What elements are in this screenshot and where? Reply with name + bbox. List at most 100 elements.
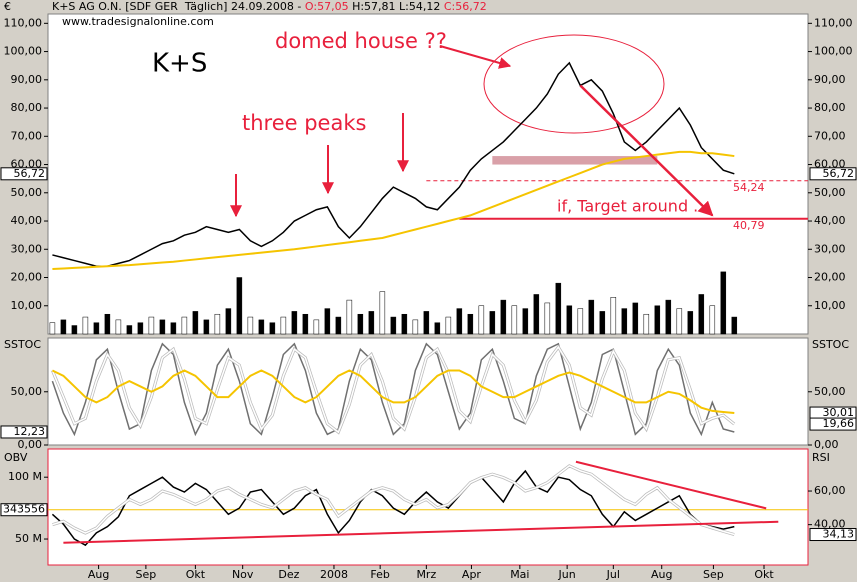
volume-bar [390,316,397,335]
x-tick-label: Mai [510,568,529,581]
volume-bar [192,311,199,335]
annotation: if, Target around ... [557,197,708,216]
y-tick-label: 40,00 [11,214,43,227]
volume-bar [203,319,210,335]
value-tag: 19,66 [823,417,855,430]
y-tick-label: 20,00 [11,271,43,284]
value-tag-box [809,528,857,542]
volume-bar [258,319,265,335]
y-tick-label: 30,00 [814,242,846,255]
y-tick-label: 50,00 [11,385,43,398]
header: K+S AG O.N. [SDF GER Täglich] 24.09.2008… [52,0,487,13]
volume-bar [489,311,496,335]
volume-bar [698,294,705,335]
volume-bar [687,311,694,335]
x-tick-label: Aug [651,568,672,581]
y-tick-label: 70,00 [814,129,846,142]
y-tick-label: 10,00 [11,299,43,312]
volume-bar [566,305,573,335]
y-tick-label: 0,00 [814,438,839,451]
volume-bar [357,313,364,335]
series-line [52,150,735,271]
volume-bar [467,313,474,335]
volume-bar [434,322,441,335]
annotation: domed house ?? [275,29,447,53]
value-tag: 343556 [3,503,45,516]
y-tick-label: 90,00 [11,73,43,86]
volume-bar [533,294,540,335]
x-tick-label: Apr [462,568,482,581]
series-line [52,464,735,536]
value-tag: 34,13 [823,528,855,541]
obv-panel [47,448,809,566]
volume-bar [159,319,166,335]
volume-bar [280,316,287,335]
trendline [575,460,767,510]
volume-bar [170,322,177,335]
y-tick-label: 90,00 [814,73,846,86]
x-tick-label: Okt [186,568,206,581]
y-tick-label: 80,00 [814,101,846,114]
x-tick-label: Feb [370,568,389,581]
y-tick-label: 10,00 [814,299,846,312]
volume-bar [555,282,562,335]
value-tag: 30,01 [823,406,855,419]
volume-bar [654,305,661,335]
band [492,156,658,165]
volume-bar [368,311,375,335]
volume-bar [302,313,309,335]
series-line [51,342,735,437]
value-tag: 56,72 [14,167,46,180]
y-tick-label: 100 M [8,470,42,483]
y-tick-label: 0,00 [18,438,43,451]
volume-bar [93,322,100,335]
y-tick-label: 30,00 [11,242,43,255]
series-line [52,61,735,267]
volume-bar [214,313,221,335]
volume-bar [126,325,133,335]
volume-bar [709,305,716,335]
volume-bar [346,299,353,335]
header-part: K+S AG O.N. [SDF GER Täglich] 24.09.2008… [52,0,305,13]
y-tick-label: 50 M [15,532,42,545]
volume-bar [236,277,243,335]
x-tick-label: Sep [136,568,157,581]
volume-bar [49,322,56,335]
panel-label: SSTOC [4,338,41,351]
arrow [439,45,512,69]
y-tick-label: 60,00 [814,484,846,497]
volume-bar [247,316,254,335]
sstoc-panel [47,337,809,446]
volume-bar [665,299,672,335]
series-line [51,369,735,415]
y-tick-label: 100,00 [814,45,853,58]
x-tick-label: Jul [606,568,620,581]
x-tick-label: Nov [232,568,254,581]
annotation: three peaks [242,111,366,135]
series-line [51,345,735,434]
volume-bar [720,271,727,335]
volume-bar [511,305,518,335]
level-label: 40,79 [733,219,765,232]
volume-bar [731,316,738,335]
value-tag: 12,23 [14,425,46,438]
volume-bar [456,308,463,335]
x-tick-label: Mrz [416,568,436,581]
value-tag-box [0,425,48,439]
x-tick-label: 2008 [320,568,348,581]
value-tag-box [809,167,857,181]
volume-bar [181,316,188,335]
header-part: C:56,72 [444,0,487,13]
volume-bar [269,322,276,335]
series-line [51,469,735,547]
volume-bar [401,313,408,335]
chart-title: K+S [152,49,207,79]
volume-bar [115,319,122,335]
y-tick-label: 110,00 [4,16,43,29]
x-tick-label: Aug [88,568,109,581]
dome-circle [483,34,665,134]
y-tick-label: 110,00 [814,16,853,29]
volume-bar [379,291,386,335]
